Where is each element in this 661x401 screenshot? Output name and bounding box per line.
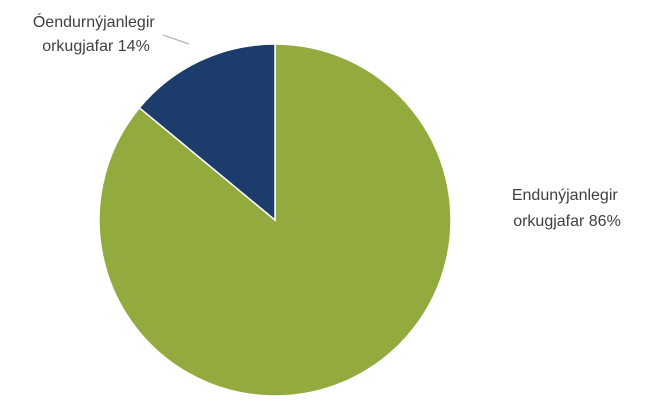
leader-line bbox=[162, 34, 190, 45]
pie-slices bbox=[98, 43, 452, 397]
slice-nonrenewable bbox=[138, 43, 276, 222]
label-renewable-line2: orkugjafar 86% bbox=[513, 213, 621, 230]
slice-renewable bbox=[98, 43, 452, 397]
label-renewable-line1: Endunýjanlegir bbox=[512, 187, 619, 204]
label-nonrenewable: Óendurnýjanlegir orkugjafar 14% bbox=[33, 12, 159, 55]
label-renewable: Endunýjanlegir orkugjafar 86% bbox=[512, 187, 622, 230]
label-nonrenewable-line2: orkugjafar 14% bbox=[42, 38, 150, 55]
label-nonrenewable-line1: Óendurnýjanlegir bbox=[33, 12, 156, 31]
